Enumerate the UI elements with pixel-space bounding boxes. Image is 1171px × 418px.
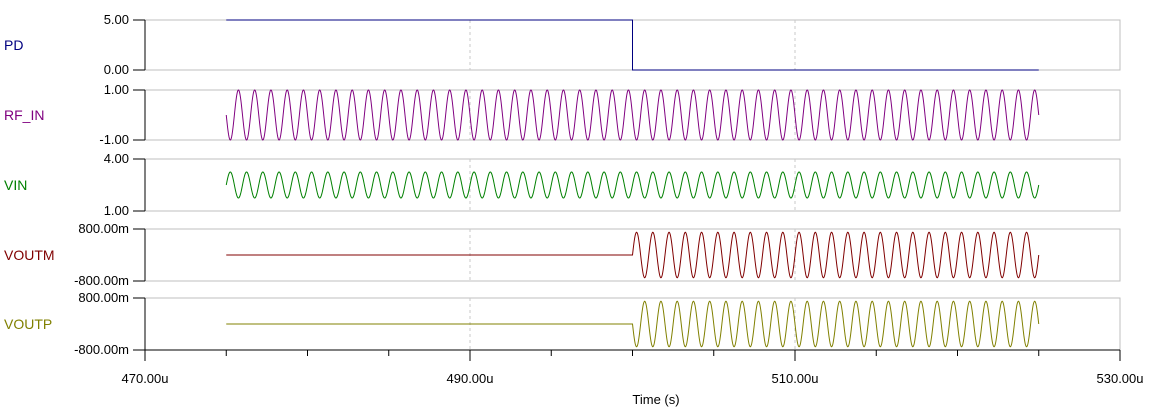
y-tick-label: 5.00 (104, 12, 129, 27)
y-tick-label: 800.00m (78, 290, 129, 305)
series-label-voutp: VOUTP (4, 316, 52, 332)
waveform-pd (226, 19, 1039, 71)
panel-vin: 4.00 1.00 VIN (4, 151, 1121, 218)
y-tick-label: 800.00m (78, 221, 129, 236)
panel-rf-in: 1.00 -1.00 RF_IN (4, 82, 1121, 147)
panel-voutm: 800.00m -800.00m VOUTM (4, 221, 1121, 288)
panel-voutp: 800.00m -800.00m VOUTP (4, 290, 1121, 357)
panel-pd: 5.00 0.00 PD (4, 12, 1121, 77)
x-tick-label: 510.00u (772, 371, 819, 386)
y-tick-label: 4.00 (104, 151, 129, 166)
waveform-rf-in (225, 89, 1040, 141)
x-tick-label: 470.00u (122, 371, 169, 386)
waveform-voutp (226, 300, 1040, 348)
x-tick-label: 490.00u (447, 371, 494, 386)
y-tick-label: -800.00m (74, 342, 129, 357)
x-tick-label: 530.00u (1097, 371, 1144, 386)
series-label-vin: VIN (4, 177, 27, 193)
y-tick-label: 1.00 (104, 82, 129, 97)
waveform-voutm (226, 231, 1040, 279)
waveform-panels: 5.00 0.00 PD 1.00 -1.00 RF_IN 4.00 1.00 VIN 800.0… (4, 12, 1121, 357)
time-axis-ticks: 470.00u 490.00u 510.00u 530.00u (122, 350, 1144, 386)
waveform-vin (225, 171, 1040, 199)
series-label-pd: PD (4, 37, 23, 53)
y-tick-label: 0.00 (104, 62, 129, 77)
series-label-voutm: VOUTM (4, 247, 55, 263)
y-tick-label: -1.00 (99, 132, 129, 147)
y-tick-label: -800.00m (74, 273, 129, 288)
time-axis-label: Time (s) (632, 392, 679, 407)
series-label-rf-in: RF_IN (4, 107, 44, 123)
time-axis: 470.00u 490.00u 510.00u 530.00u Time (s) (122, 349, 1144, 407)
y-tick-label: 1.00 (104, 203, 129, 218)
